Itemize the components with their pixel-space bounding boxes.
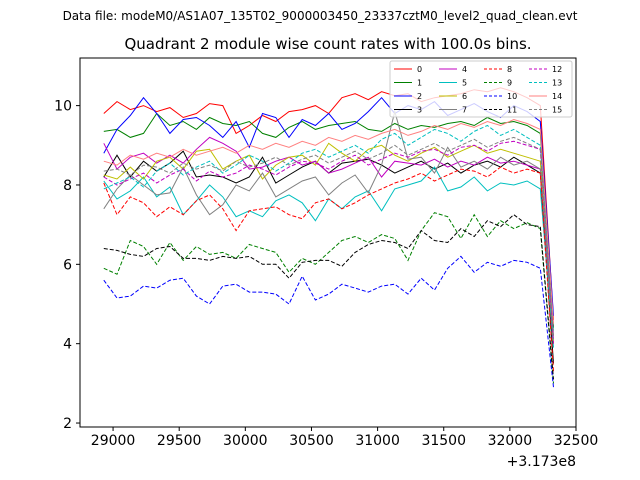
- series-line-7: [103, 109, 554, 340]
- x-tick-label: 31000: [355, 433, 400, 449]
- legend-label-9: 9: [507, 79, 512, 88]
- y-axis: 2 4 6 8 10: [54, 99, 80, 432]
- legend-label-2: 2: [417, 92, 422, 101]
- chart-title: Quadrant 2 module wise count rates with …: [124, 35, 531, 53]
- y-tick-label: 6: [63, 257, 72, 273]
- legend-box: [389, 60, 573, 118]
- y-tick-label: 2: [63, 416, 72, 432]
- legend-label-5: 5: [462, 79, 467, 88]
- legend-label-14: 14: [552, 92, 562, 101]
- legend-label-7: 7: [462, 106, 467, 115]
- y-tick-label: 8: [63, 178, 72, 194]
- x-offset-label: +3.173e8: [507, 454, 576, 470]
- axes-frame: [79, 57, 577, 428]
- chart-suptitle: Data file: modeM0/AS1A07_135T02_90000034…: [63, 9, 578, 23]
- legend-label-15: 15: [552, 106, 562, 115]
- legend-label-10: 10: [507, 92, 517, 101]
- y-tick-label: 10: [54, 99, 72, 115]
- series-line-10: [103, 255, 554, 388]
- legend-label-8: 8: [507, 65, 512, 74]
- x-axis: 29000 29500 30000 30500 31000 31500 32000 32500: [91, 427, 598, 449]
- series-line-14: [103, 118, 554, 324]
- legend-label-11: 11: [507, 106, 517, 115]
- series-line-6: [103, 142, 554, 344]
- series-line-1: [103, 112, 554, 328]
- series-group: [103, 87, 554, 388]
- legend-label-13: 13: [552, 79, 562, 88]
- series-line-8: [103, 166, 554, 372]
- x-tick-label: 32500: [554, 433, 599, 449]
- y-tick-label: 4: [63, 337, 72, 353]
- x-tick-label: 30500: [289, 433, 334, 449]
- legend-label-3: 3: [417, 106, 422, 115]
- legend-label-12: 12: [552, 65, 562, 74]
- legend-label-0: 0: [417, 65, 422, 74]
- series-line-11: [103, 214, 554, 380]
- x-tick-label: 29500: [157, 433, 202, 449]
- series-line-4: [103, 136, 554, 336]
- legend-label-6: 6: [462, 92, 467, 101]
- x-tick-label: 31500: [421, 433, 466, 449]
- legend-label-4: 4: [462, 65, 467, 74]
- x-tick-label: 32000: [488, 433, 533, 449]
- x-tick-label: 30000: [223, 433, 268, 449]
- legend-label-1: 1: [417, 79, 422, 88]
- plot-area: 29000 29500 30000 30500 31000 31500 32000 32500…: [54, 57, 598, 470]
- x-tick-label: 29000: [91, 433, 136, 449]
- series-line-13: [103, 124, 554, 332]
